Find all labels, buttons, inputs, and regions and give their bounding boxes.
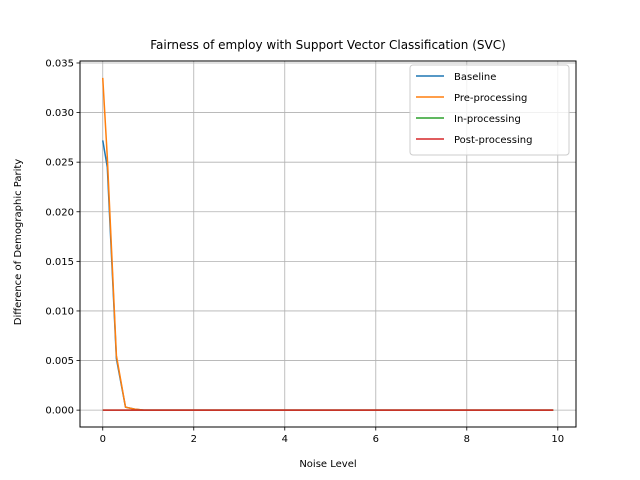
y-tick-label: 0.025: [45, 158, 74, 169]
x-tick-label: 4: [282, 434, 288, 445]
legend-label-in-processing: In-processing: [454, 114, 521, 125]
x-axis-label: Noise Level: [299, 459, 356, 470]
legend-label-pre-processing: Pre-processing: [454, 93, 527, 104]
series-lines: [102, 77, 554, 411]
y-axis-ticks: 0.000 0.005 0.010 0.015 0.020 0.025 0.030 0.035: [45, 58, 80, 417]
y-axis-label: Difference of Demographic Parity: [13, 159, 24, 326]
y-tick-label: 0.015: [45, 257, 74, 268]
x-tick-label: 8: [464, 434, 470, 445]
y-tick-label: 0.030: [45, 108, 74, 119]
y-tick-label: 0.035: [45, 58, 74, 69]
grid: [80, 61, 576, 427]
y-tick-label: 0.010: [45, 306, 74, 317]
x-tick-label: 2: [191, 434, 197, 445]
y-tick-label: 0.020: [45, 207, 74, 218]
x-tick-label: 0: [100, 434, 106, 445]
x-tick-label: 10: [551, 434, 564, 445]
legend: Baseline Pre-processing In-processing Post-…: [409, 64, 570, 156]
x-axis-ticks: 0 2 4 6 8 10: [100, 427, 564, 445]
legend-label-baseline: Baseline: [454, 72, 496, 83]
chart-title: Fairness of employ with Support Vector C…: [150, 38, 506, 52]
y-tick-label: 0.000: [45, 406, 74, 417]
legend-box: [409, 64, 570, 156]
plot-frame: [79, 60, 577, 428]
y-tick-label: 0.005: [45, 356, 74, 367]
x-tick-label: 6: [373, 434, 379, 445]
legend-label-post-processing: Post-processing: [454, 135, 532, 146]
